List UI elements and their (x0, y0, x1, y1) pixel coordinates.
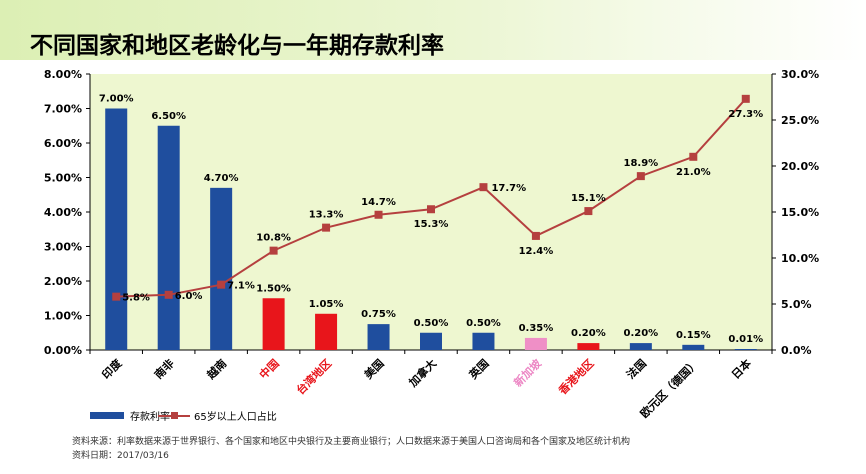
bar-7 (472, 332, 495, 350)
line-point-5 (374, 210, 383, 219)
right-axis-tick-label: 30.0% (781, 68, 819, 81)
chart-title: 不同国家和地区老龄化与一年期存款利率 (30, 33, 444, 59)
line-value-label: 17.7% (491, 183, 526, 194)
left-axis-tick-label: 3.00% (44, 241, 82, 254)
line-point-2 (217, 280, 226, 289)
legend-bar-swatch (90, 412, 124, 419)
line-point-0 (112, 292, 121, 301)
left-axis-tick-label: 7.00% (44, 103, 82, 116)
category-label: 台湾地区 (293, 356, 334, 397)
line-point-1 (164, 290, 173, 299)
right-axis-tick-label: 20.0% (781, 160, 819, 173)
category-label: 日本 (728, 356, 753, 381)
category-label: 越南 (203, 356, 229, 382)
left-axis-tick-label: 2.00% (44, 275, 82, 288)
line-point-6 (427, 205, 435, 214)
right-axis-tick-label: 10.0% (781, 252, 819, 265)
title-bar (0, 0, 866, 60)
bar-value-label: 0.20% (623, 328, 658, 339)
line-point-4 (322, 223, 331, 232)
legend-line-label: 65岁以上人口占比 (194, 412, 277, 423)
line-point-10 (636, 172, 645, 181)
line-value-label: 14.7% (361, 197, 396, 208)
left-axis-tick-label: 0.00% (44, 344, 82, 357)
line-value-label: 12.4% (519, 246, 554, 257)
bar-value-label: 0.50% (414, 318, 449, 329)
category-label: 中国 (256, 356, 281, 381)
bar-1 (157, 125, 180, 350)
line-point-12 (741, 94, 750, 103)
bar-0 (105, 108, 128, 350)
bar-9 (577, 343, 600, 350)
category-label: 英国 (465, 356, 491, 382)
right-axis-tick-label: 0.0% (781, 344, 812, 357)
line-value-label: 15.1% (571, 193, 606, 204)
line-point-8 (531, 231, 540, 240)
right-axis-tick-label: 15.0% (781, 206, 819, 219)
bar-value-label: 1.05% (309, 299, 344, 310)
line-value-label: 7.1% (227, 281, 255, 292)
category-label: 美国 (361, 356, 386, 381)
bar-value-label: 1.50% (256, 283, 291, 294)
source-date: 资料日期：2017/03/16 (72, 451, 169, 461)
line-value-label: 27.3% (728, 109, 763, 120)
bar-5 (367, 324, 390, 350)
line-point-11 (689, 152, 698, 161)
bar-3 (262, 298, 285, 350)
line-value-label: 10.8% (256, 233, 291, 244)
left-axis-tick-label: 8.00% (44, 68, 82, 81)
line-point-3 (269, 246, 278, 255)
bar-value-label: 0.50% (466, 318, 501, 329)
left-axis-tick-label: 1.00% (44, 310, 82, 323)
bar-12 (734, 349, 757, 350)
line-point-9 (584, 207, 593, 216)
legend-bar-label: 存款利率 (130, 412, 170, 423)
category-label: 法国 (624, 356, 649, 381)
category-label: 印度 (99, 356, 125, 382)
category-label: 新加坡 (511, 356, 545, 390)
bar-8 (524, 337, 547, 350)
line-value-label: 5.8% (122, 293, 150, 304)
bar-10 (629, 343, 652, 350)
bar-value-label: 0.75% (361, 309, 396, 320)
category-label: 香港地区 (555, 356, 597, 398)
line-value-label: 18.9% (623, 158, 658, 169)
line-value-label: 15.3% (414, 219, 449, 230)
category-label: 南非 (151, 356, 176, 381)
line-value-label: 13.3% (309, 210, 344, 221)
line-point-7 (479, 183, 488, 192)
bar-4 (315, 313, 338, 350)
left-axis-tick-label: 4.00% (44, 206, 82, 219)
line-value-label: 21.0% (676, 167, 711, 178)
category-label: 加拿大 (405, 356, 439, 390)
line-value-label: 6.0% (175, 291, 203, 302)
bar-value-label: 0.35% (519, 323, 554, 334)
legend-line-marker (171, 412, 178, 419)
bar-value-label: 6.50% (151, 111, 186, 122)
bar-value-label: 7.00% (99, 94, 134, 105)
right-axis-tick-label: 5.0% (781, 298, 812, 311)
bar-11 (682, 344, 705, 350)
source-note: 资料来源：利率数据来源于世界银行、各个国家和地区中央银行及主要商业银行；人口数据… (72, 437, 631, 447)
bar-2 (210, 187, 233, 350)
bar-value-label: 0.01% (728, 334, 763, 345)
left-axis-tick-label: 5.00% (44, 172, 82, 185)
bar-value-label: 4.70% (204, 173, 239, 184)
bar-value-label: 0.15% (676, 330, 711, 341)
bar-value-label: 0.20% (571, 328, 606, 339)
right-axis-tick-label: 25.0% (781, 114, 819, 127)
left-axis-tick-label: 6.00% (44, 137, 82, 150)
bar-6 (420, 332, 442, 350)
